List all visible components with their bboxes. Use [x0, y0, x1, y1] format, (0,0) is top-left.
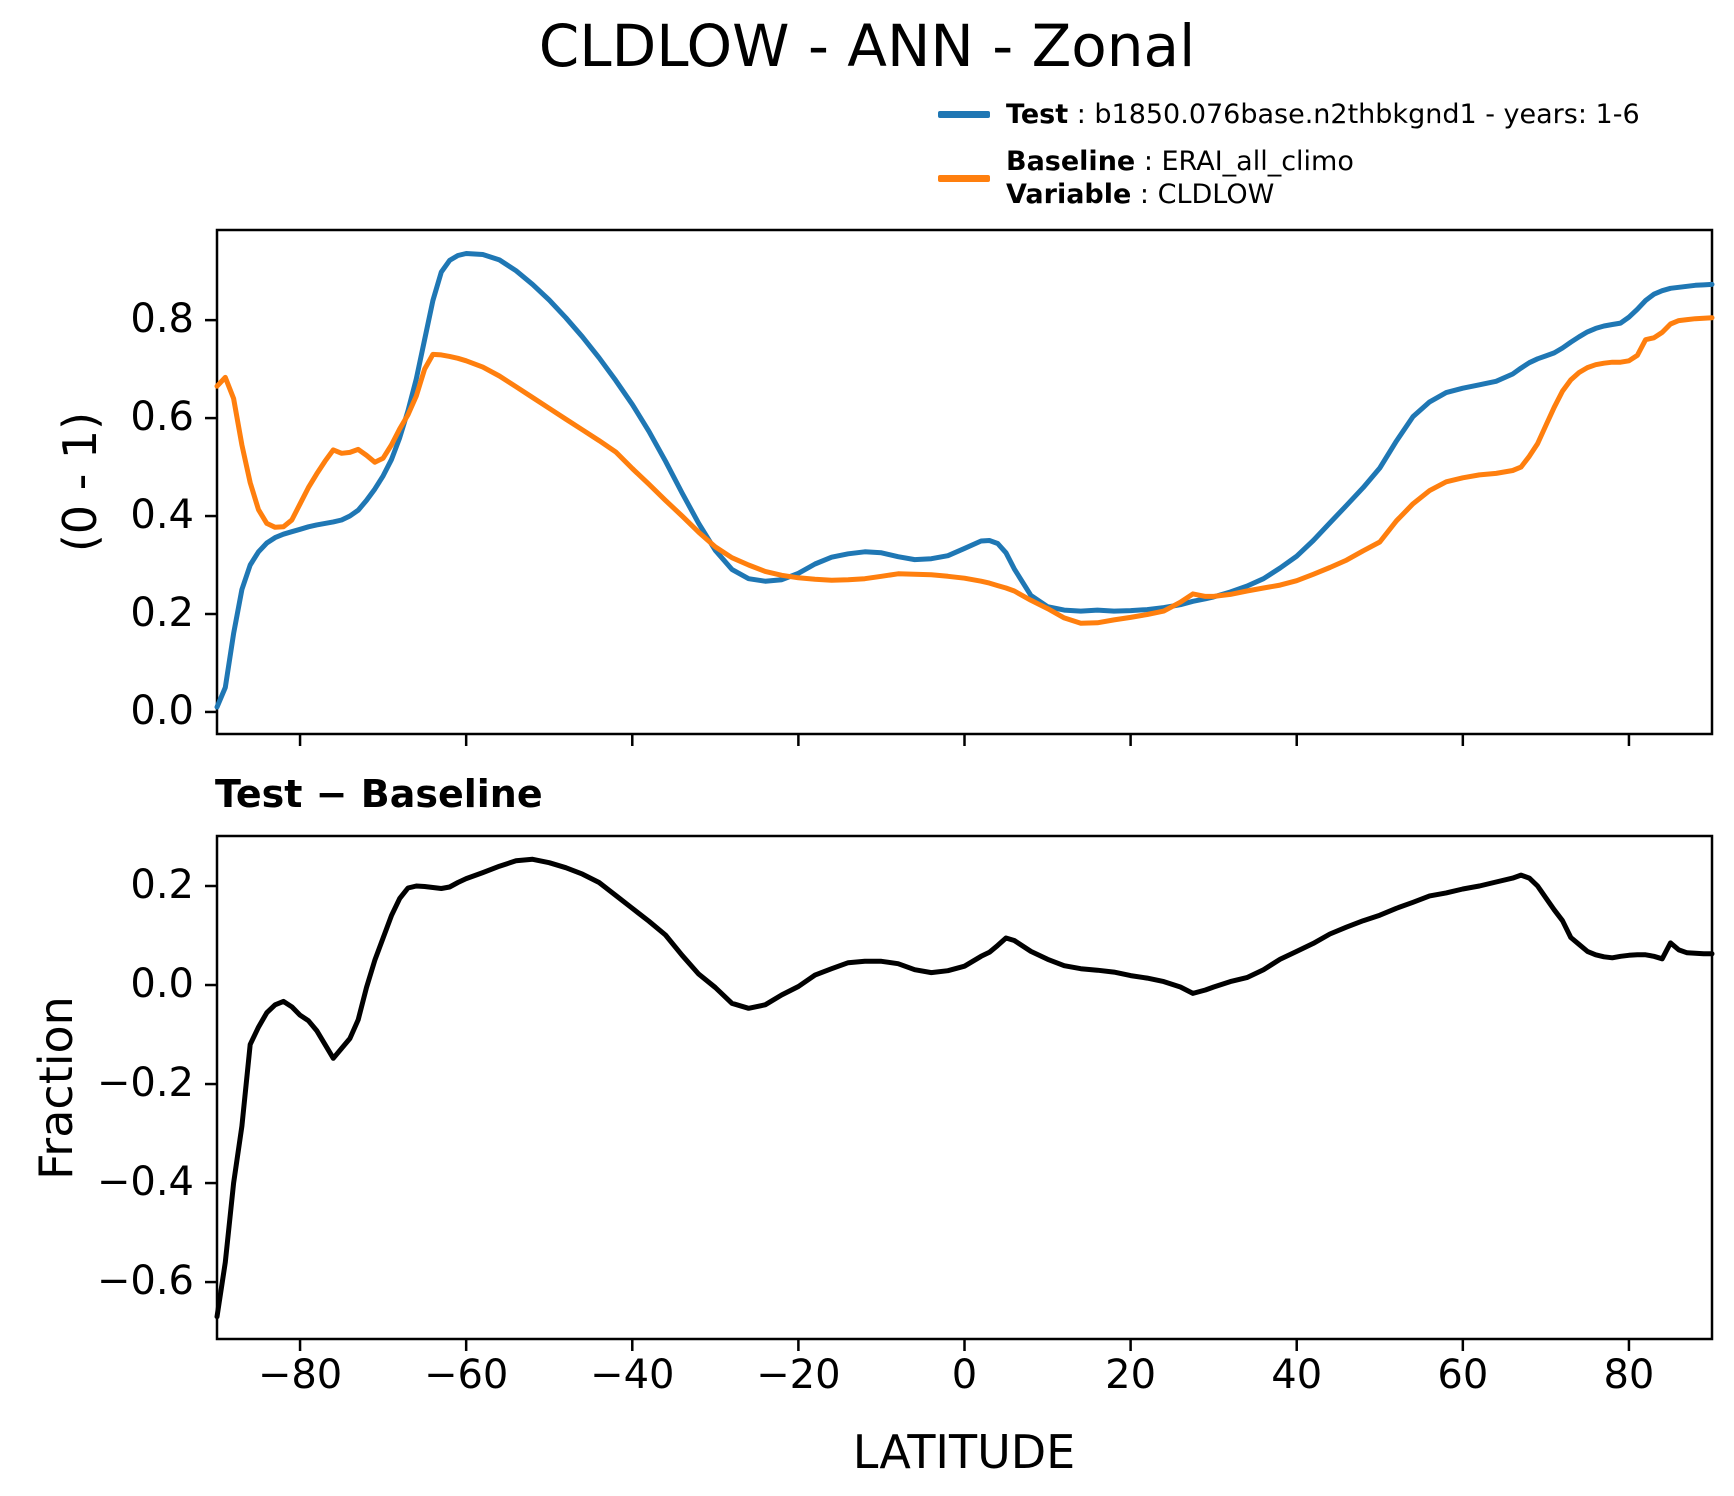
- test-minus-baseline-line: [214, 856, 1715, 1320]
- x-tick-label: 40: [1271, 1352, 1323, 1398]
- legend-label-baseline-value: : ERAI_all_climo: [1135, 146, 1354, 177]
- test-line: [214, 251, 1715, 710]
- x-tick-label: 60: [1437, 1352, 1489, 1398]
- y-tick-label: 0.8: [130, 296, 194, 343]
- legend-label-baseline-key: Baseline: [1006, 146, 1136, 177]
- y-tick-label: 0.6: [130, 394, 194, 441]
- y-tick-label: −0.4: [96, 1159, 194, 1206]
- x-tick-label: −20: [756, 1352, 841, 1398]
- x-tick-label: −40: [590, 1352, 675, 1398]
- legend-label-baseline: Baseline : ERAI_all_climo: [1006, 145, 1354, 178]
- diff-title-baseline: Baseline: [360, 772, 543, 816]
- x-tick-label: 20: [1105, 1352, 1157, 1398]
- y-tick-label: −0.2: [96, 1060, 194, 1107]
- test-line-swatch: [938, 111, 990, 118]
- legend-label-variable-key: Variable: [1006, 179, 1132, 210]
- axes-frame-0: [215, 228, 1714, 736]
- y-tick-label: 0.0: [130, 961, 194, 1008]
- diff-plot-title: Test − Baseline: [215, 772, 543, 816]
- legend-item-test: Test : b1850.076base.n2thbkgnd1 - years:…: [938, 98, 1640, 131]
- baseline-line-swatch: [938, 174, 990, 182]
- axes-frame-1: [215, 834, 1714, 1341]
- legend-label-variable-value: : CLDLOW: [1131, 179, 1275, 210]
- y-tick-label: 0.2: [130, 862, 194, 909]
- page-title: CLDLOW - ANN - Zonal: [538, 12, 1196, 80]
- y-tick-label: 0.0: [130, 688, 194, 735]
- y-tick-label: −0.6: [96, 1258, 194, 1305]
- y-tick-label: 0.2: [130, 590, 194, 637]
- x-tick-label: −80: [257, 1352, 343, 1398]
- baseline-line: [214, 315, 1715, 626]
- y-tick-label: 0.4: [130, 492, 194, 539]
- legend-label-test-key: Test: [1006, 99, 1069, 130]
- x-tick-label: 0: [951, 1352, 978, 1398]
- x-axis-label: LATITUDE: [852, 1425, 1076, 1479]
- legend-item-baseline: Baseline : ERAI_all_climo Variable : CLD…: [938, 145, 1640, 211]
- legend-label-variable: Variable : CLDLOW: [1006, 178, 1354, 211]
- legend-label-test-value: : b1850.076base.n2thbkgnd1 - years: 1-6: [1068, 99, 1640, 130]
- diff-title-minus: −: [302, 772, 361, 816]
- legend-label-test: Test : b1850.076base.n2thbkgnd1 - years:…: [1006, 98, 1640, 131]
- x-tick-label: −60: [423, 1352, 509, 1398]
- x-tick-label: 80: [1603, 1352, 1655, 1398]
- diff-title-test: Test: [215, 772, 303, 816]
- legend: Test : b1850.076base.n2thbkgnd1 - years:…: [938, 98, 1640, 225]
